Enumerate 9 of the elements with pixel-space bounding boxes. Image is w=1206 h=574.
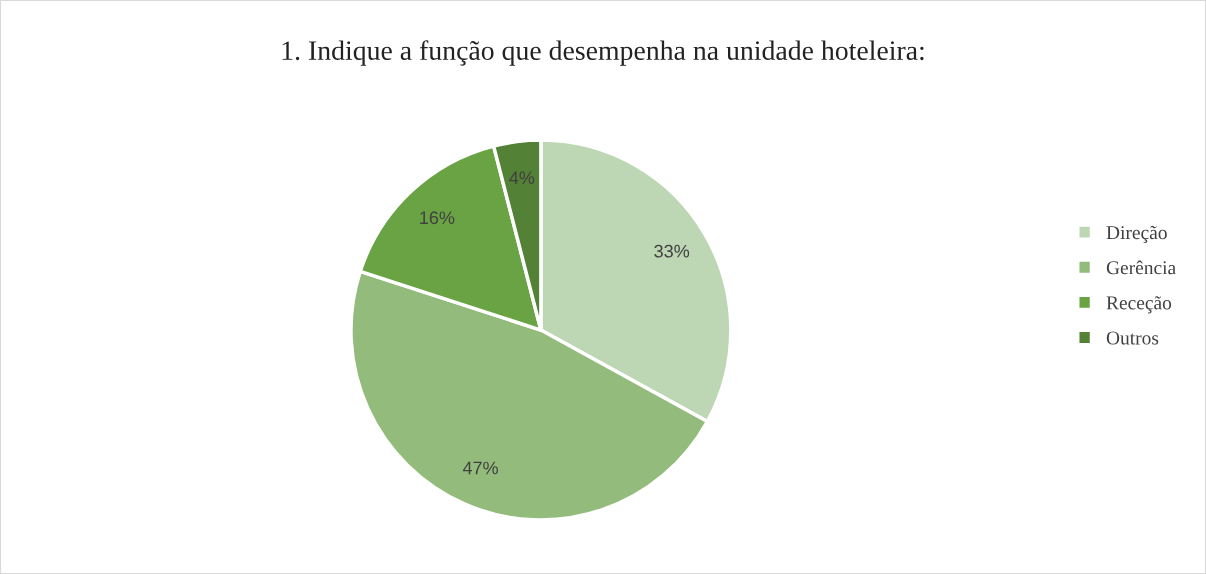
data-label: 4%: [509, 171, 535, 185]
legend-label: Receção: [1106, 296, 1172, 314]
data-label: 47%: [462, 461, 498, 475]
chart-title: 1. Indique a função que desempenha na unidade hoteleira:: [282, 40, 924, 66]
data-label: 33%: [654, 244, 690, 258]
legend-label: Direção: [1106, 225, 1167, 244]
data-label: 16%: [420, 211, 455, 225]
legend-label: Outros: [1106, 331, 1159, 345]
legend-label: Gerência: [1106, 260, 1176, 275]
